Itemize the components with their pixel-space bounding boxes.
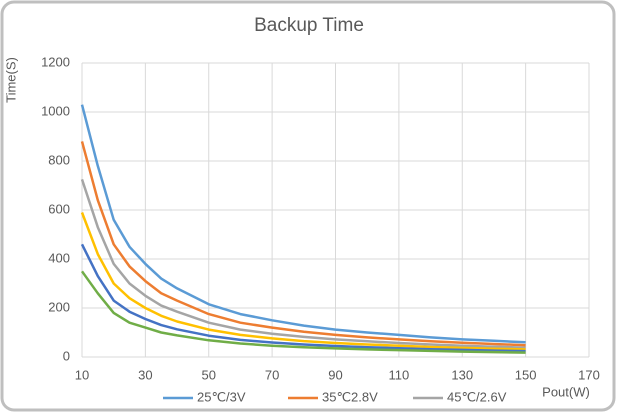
- y-tick-label: 1000: [41, 103, 70, 118]
- x-tick-label: 50: [202, 367, 216, 382]
- x-tick-label: 170: [578, 367, 600, 382]
- x-tick-label: 30: [138, 367, 152, 382]
- line-series: [80, 179, 526, 349]
- legend-label: 45℃/2.6V: [447, 389, 507, 404]
- line-series: [80, 104, 526, 344]
- chart-title: Backup Time: [254, 15, 364, 36]
- x-tick-label: 150: [515, 367, 537, 382]
- legend-label: 25℃/3V: [197, 389, 246, 404]
- y-tick-label: 400: [48, 250, 70, 265]
- x-tick-label: 10: [75, 367, 89, 382]
- x-tick-label: 130: [451, 367, 473, 382]
- line-series: [80, 212, 526, 351]
- line-series: [80, 243, 526, 353]
- y-tick-label: 0: [63, 348, 70, 363]
- y-tick-label: 800: [48, 152, 70, 167]
- x-tick-label: 110: [389, 367, 410, 382]
- legend-label: 35℃2.8V: [322, 389, 378, 404]
- y-tick-label: 200: [48, 299, 70, 314]
- line-series: [80, 270, 526, 354]
- line-series: [80, 141, 526, 347]
- x-axis-label: Pout(W): [542, 384, 590, 399]
- x-tick-label: 90: [328, 367, 342, 382]
- y-axis-label: Time(S): [3, 57, 18, 103]
- y-tick-label: 1200: [41, 54, 70, 69]
- x-tick-label: 70: [265, 367, 279, 382]
- y-tick-label: 600: [48, 201, 70, 216]
